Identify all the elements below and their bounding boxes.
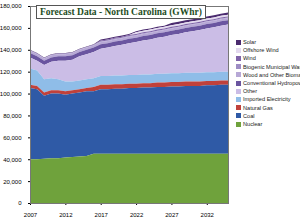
svg-text:180,000: 180,000 [0,3,22,9]
svg-text:2027: 2027 [165,212,179,217]
html-text:Nuclear: Nuclear [243,121,263,127]
svg-text:140,000: 140,000 [0,47,22,53]
svg-text:0: 0 [18,200,22,206]
svg-text:2007: 2007 [24,212,38,217]
svg-text:160,000: 160,000 [0,25,22,31]
svg-text:40,000: 40,000 [3,157,22,163]
svg-text:2032: 2032 [201,212,215,217]
svg-text:2017: 2017 [95,212,109,217]
html-text:Forecast Data - North Carolina: Forecast Data - North Carolina (GWhr) [40,7,202,17]
html-text:Natural Gas: Natural Gas [243,104,273,111]
svg-text:80,000: 80,000 [3,113,22,119]
html-text:Wind: Wind [243,55,256,62]
svg-text:2012: 2012 [59,212,73,217]
html-text:Coal: Coal [243,112,255,119]
html-text:Other: Other [243,88,257,95]
html-text:Offshore Wind: Offshore Wind [243,47,279,54]
svg-text:100,000: 100,000 [0,91,22,97]
svg-text:120,000: 120,000 [0,69,22,75]
html-text:Imported Electricity: Imported Electricity [243,96,291,103]
svg-text:60,000: 60,000 [3,135,22,141]
svg-text:20,000: 20,000 [3,179,22,185]
html-text:Solar: Solar [243,39,257,45]
svg-text:2022: 2022 [130,212,144,217]
